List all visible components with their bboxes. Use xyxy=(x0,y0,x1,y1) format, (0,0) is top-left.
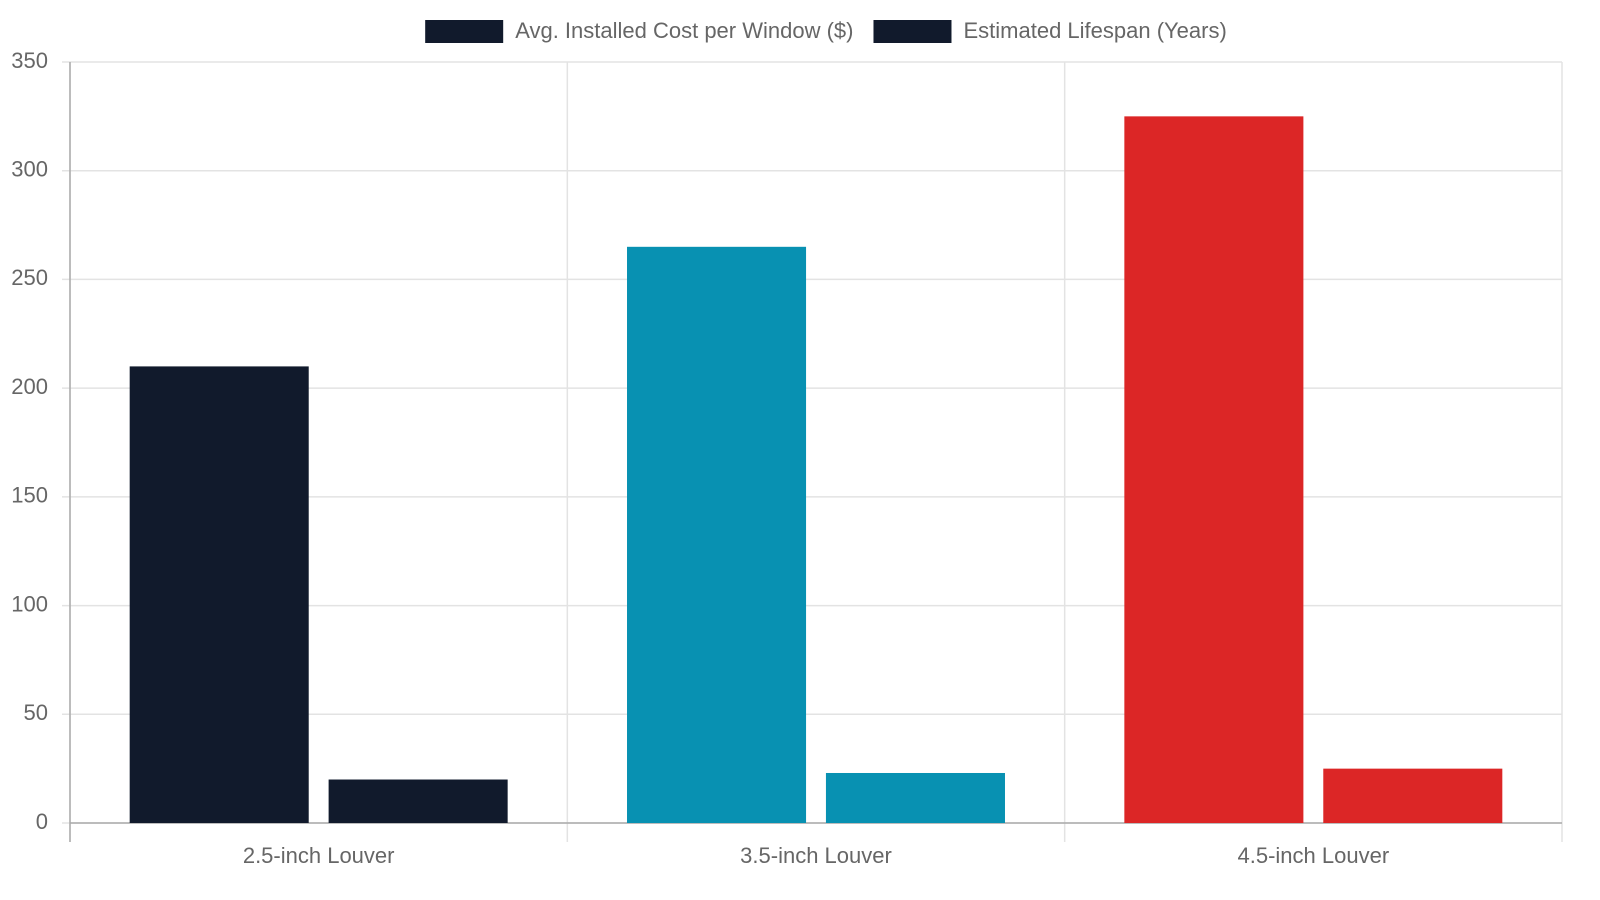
legend-swatch xyxy=(425,20,504,43)
bar xyxy=(129,366,309,823)
y-tick-label: 200 xyxy=(11,374,48,399)
bar xyxy=(627,246,807,824)
legend-label: Avg. Installed Cost per Window ($) xyxy=(515,18,853,43)
y-tick-label: 250 xyxy=(11,265,48,290)
bar xyxy=(1323,768,1503,823)
y-tick-label: 0 xyxy=(36,809,48,834)
y-tick-label: 300 xyxy=(11,157,48,182)
x-tick-label: 2.5-inch Louver xyxy=(243,843,395,868)
legend-swatch xyxy=(873,20,952,43)
x-tick-label: 4.5-inch Louver xyxy=(1238,843,1390,868)
bar xyxy=(328,779,508,823)
bar xyxy=(1124,116,1304,824)
legend-label: Estimated Lifespan (Years) xyxy=(963,18,1226,43)
y-tick-label: 350 xyxy=(11,48,48,73)
y-tick-label: 50 xyxy=(24,700,48,725)
y-tick-label: 100 xyxy=(11,591,48,616)
y-tick-label: 150 xyxy=(11,483,48,508)
x-tick-label: 3.5-inch Louver xyxy=(740,843,892,868)
bar xyxy=(825,772,1005,823)
